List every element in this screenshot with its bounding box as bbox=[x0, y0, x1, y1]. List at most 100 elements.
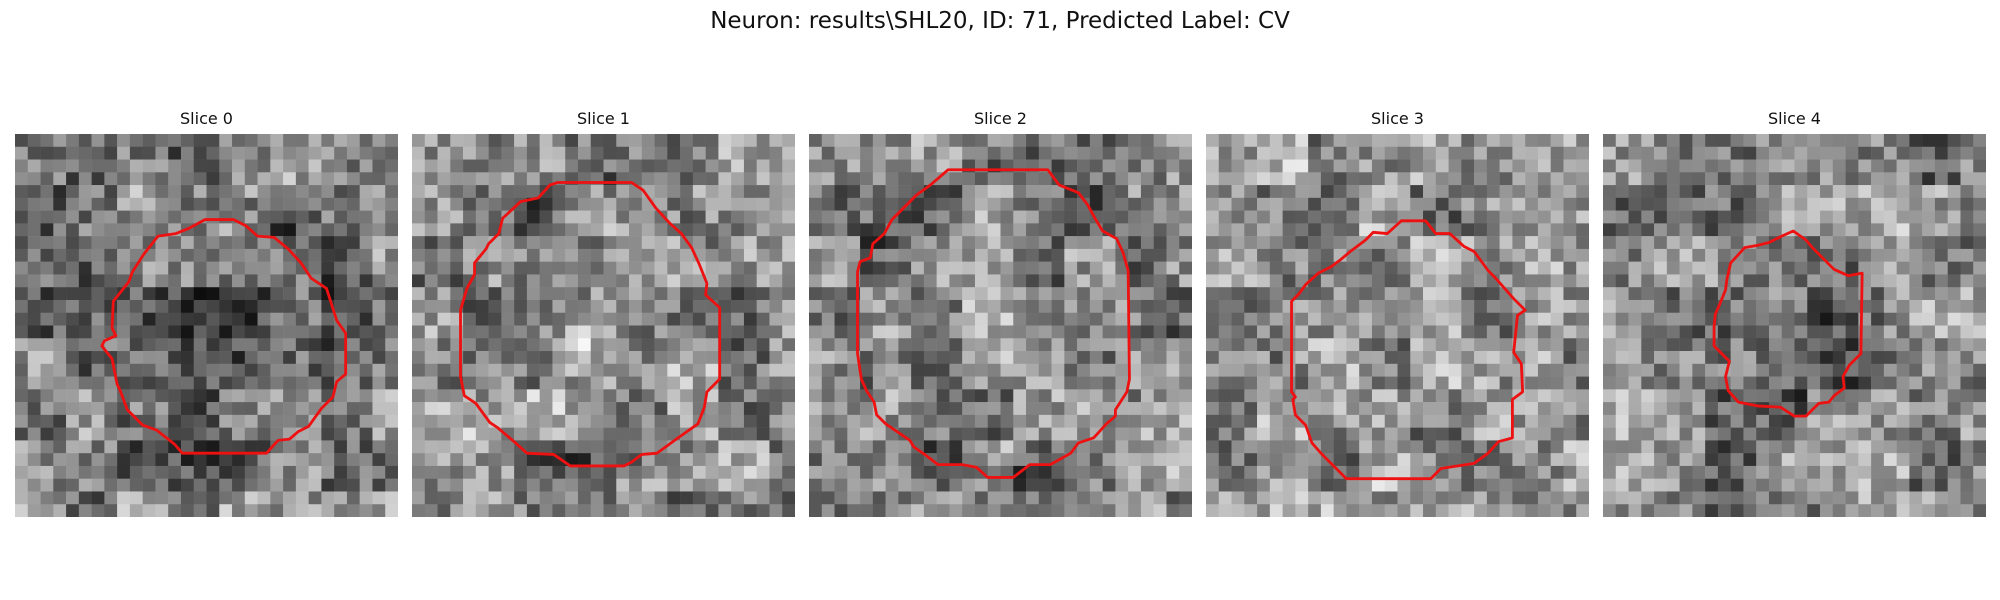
pixel bbox=[1346, 389, 1360, 403]
pixel bbox=[308, 491, 322, 505]
pixel bbox=[1257, 236, 1271, 250]
pixel bbox=[565, 338, 579, 352]
pixel bbox=[1423, 134, 1437, 148]
pixel bbox=[885, 299, 899, 313]
pixel bbox=[1705, 402, 1719, 416]
pixel bbox=[1244, 172, 1258, 186]
pixel bbox=[1883, 414, 1897, 428]
pixel bbox=[705, 172, 719, 186]
pixel bbox=[616, 427, 630, 441]
pixel bbox=[769, 325, 783, 339]
pixel bbox=[372, 312, 386, 326]
pixel bbox=[756, 223, 770, 237]
pixel bbox=[1807, 338, 1821, 352]
pixel bbox=[1448, 210, 1462, 224]
pixel bbox=[1153, 223, 1167, 237]
pixel bbox=[257, 248, 271, 262]
pixel bbox=[232, 197, 246, 211]
pixel bbox=[809, 465, 823, 479]
pixel bbox=[1550, 363, 1564, 377]
pixel bbox=[1960, 402, 1974, 416]
pixel bbox=[1320, 402, 1334, 416]
pixel bbox=[180, 402, 194, 416]
pixel bbox=[1206, 427, 1220, 441]
pixel bbox=[66, 427, 80, 441]
pixel bbox=[885, 159, 899, 173]
pixel bbox=[834, 376, 848, 390]
pixel bbox=[437, 440, 451, 454]
pixel bbox=[1026, 299, 1040, 313]
pixel bbox=[78, 159, 92, 173]
pixel bbox=[1051, 427, 1065, 441]
pixel bbox=[603, 197, 617, 211]
pixel bbox=[834, 465, 848, 479]
pixel bbox=[1947, 338, 1961, 352]
pixel bbox=[53, 351, 67, 365]
pixel bbox=[1973, 287, 1986, 301]
pixel bbox=[1038, 427, 1052, 441]
pixel bbox=[1537, 274, 1551, 288]
pixel bbox=[514, 504, 528, 517]
pixel bbox=[1231, 261, 1245, 275]
pixel bbox=[1051, 389, 1065, 403]
pixel bbox=[1000, 504, 1014, 517]
pixel bbox=[321, 338, 335, 352]
pixel bbox=[1000, 134, 1014, 148]
pixel bbox=[1960, 389, 1974, 403]
pixel bbox=[692, 478, 706, 492]
pixel bbox=[334, 491, 348, 505]
pixel bbox=[1384, 185, 1398, 199]
pixel bbox=[1410, 440, 1424, 454]
pixel bbox=[1499, 146, 1513, 160]
pixel bbox=[1038, 287, 1052, 301]
pixel bbox=[1128, 287, 1142, 301]
pixel bbox=[1140, 146, 1154, 160]
pixel bbox=[244, 159, 258, 173]
pixel bbox=[1909, 465, 1923, 479]
pixel bbox=[1257, 185, 1271, 199]
pixel bbox=[168, 402, 182, 416]
pixel bbox=[346, 197, 360, 211]
pixel bbox=[936, 351, 950, 365]
pixel bbox=[834, 185, 848, 199]
pixel bbox=[180, 427, 194, 441]
pixel bbox=[1244, 274, 1258, 288]
pixel bbox=[501, 159, 515, 173]
pixel bbox=[1206, 338, 1220, 352]
pixel bbox=[475, 465, 489, 479]
pixel bbox=[629, 414, 643, 428]
pixel bbox=[987, 146, 1001, 160]
pixel bbox=[1615, 376, 1629, 390]
pixel bbox=[1231, 427, 1245, 441]
pixel bbox=[450, 172, 464, 186]
pixel bbox=[232, 248, 246, 262]
pixel bbox=[1794, 159, 1808, 173]
pixel bbox=[129, 197, 143, 211]
pixel bbox=[692, 146, 706, 160]
pixel bbox=[756, 159, 770, 173]
pixel bbox=[437, 299, 451, 313]
pixel bbox=[1563, 504, 1577, 517]
pixel bbox=[1832, 172, 1846, 186]
pixel bbox=[1934, 197, 1948, 211]
pixel bbox=[1359, 376, 1373, 390]
pixel bbox=[53, 248, 67, 262]
pixel bbox=[1320, 146, 1334, 160]
pixel bbox=[782, 287, 795, 301]
pixel bbox=[885, 363, 899, 377]
pixel bbox=[257, 338, 271, 352]
pixel bbox=[641, 299, 655, 313]
pixel bbox=[1641, 159, 1655, 173]
pixel bbox=[565, 146, 579, 160]
pixel bbox=[244, 274, 258, 288]
pixel bbox=[1922, 389, 1936, 403]
pixel bbox=[1013, 299, 1027, 313]
pixel bbox=[1871, 338, 1885, 352]
pixel bbox=[821, 465, 835, 479]
pixel bbox=[180, 146, 194, 160]
pixel bbox=[142, 159, 156, 173]
pixel bbox=[1269, 261, 1283, 275]
pixel bbox=[1896, 248, 1910, 262]
pixel bbox=[782, 504, 795, 517]
pixel bbox=[1359, 465, 1373, 479]
